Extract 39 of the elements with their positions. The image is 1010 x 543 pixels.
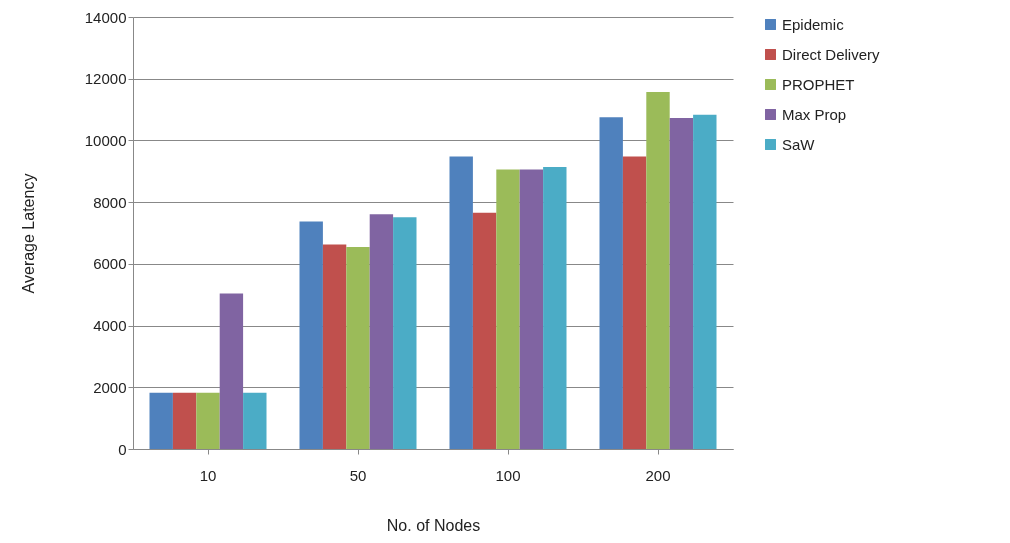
- bar: [243, 392, 267, 449]
- bar: [149, 392, 173, 449]
- x-tick-label: 200: [645, 466, 671, 484]
- bar: [322, 244, 347, 449]
- y-tick-label: 0: [118, 440, 127, 458]
- bar: [172, 392, 197, 449]
- bar: [219, 293, 244, 449]
- bar: [393, 217, 417, 449]
- y-tick-label: 12000: [84, 70, 127, 88]
- y-tick-label: 4000: [93, 317, 127, 335]
- y-axis-title: Average Latency: [19, 173, 37, 294]
- bar: [646, 91, 670, 449]
- y-tick-label: 2000: [93, 378, 127, 396]
- bar: [496, 169, 520, 449]
- bar: [196, 392, 220, 449]
- y-tick-label: 6000: [93, 255, 127, 273]
- legend-label: SaW: [782, 135, 816, 153]
- legend-label: Max Prop: [782, 105, 847, 123]
- y-tick-label: 8000: [93, 193, 127, 211]
- bar: [472, 212, 497, 449]
- x-tick-label: 100: [495, 466, 521, 484]
- bar: [622, 156, 647, 449]
- bar: [693, 114, 717, 449]
- bar: [599, 117, 623, 449]
- x-tick-label: 10: [199, 466, 217, 484]
- y-tick-label: 14000: [84, 8, 127, 26]
- bar: [346, 246, 370, 449]
- bar: [669, 117, 694, 449]
- bar: [299, 221, 323, 449]
- bar: [543, 166, 567, 449]
- legend-label: Epidemic: [782, 15, 845, 33]
- bar: [369, 214, 394, 449]
- x-tick-label: 50: [349, 466, 367, 484]
- y-tick-label: 10000: [84, 131, 127, 149]
- x-axis-title: No. of Nodes: [386, 516, 481, 534]
- legend-label: PROPHET: [782, 75, 855, 93]
- bar: [449, 156, 473, 449]
- legend-label: Direct Delivery: [782, 45, 881, 63]
- bar: [519, 169, 544, 449]
